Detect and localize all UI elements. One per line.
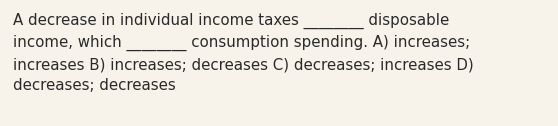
Text: A decrease in individual income taxes ________ disposable
income, which ________: A decrease in individual income taxes __… xyxy=(13,13,474,93)
